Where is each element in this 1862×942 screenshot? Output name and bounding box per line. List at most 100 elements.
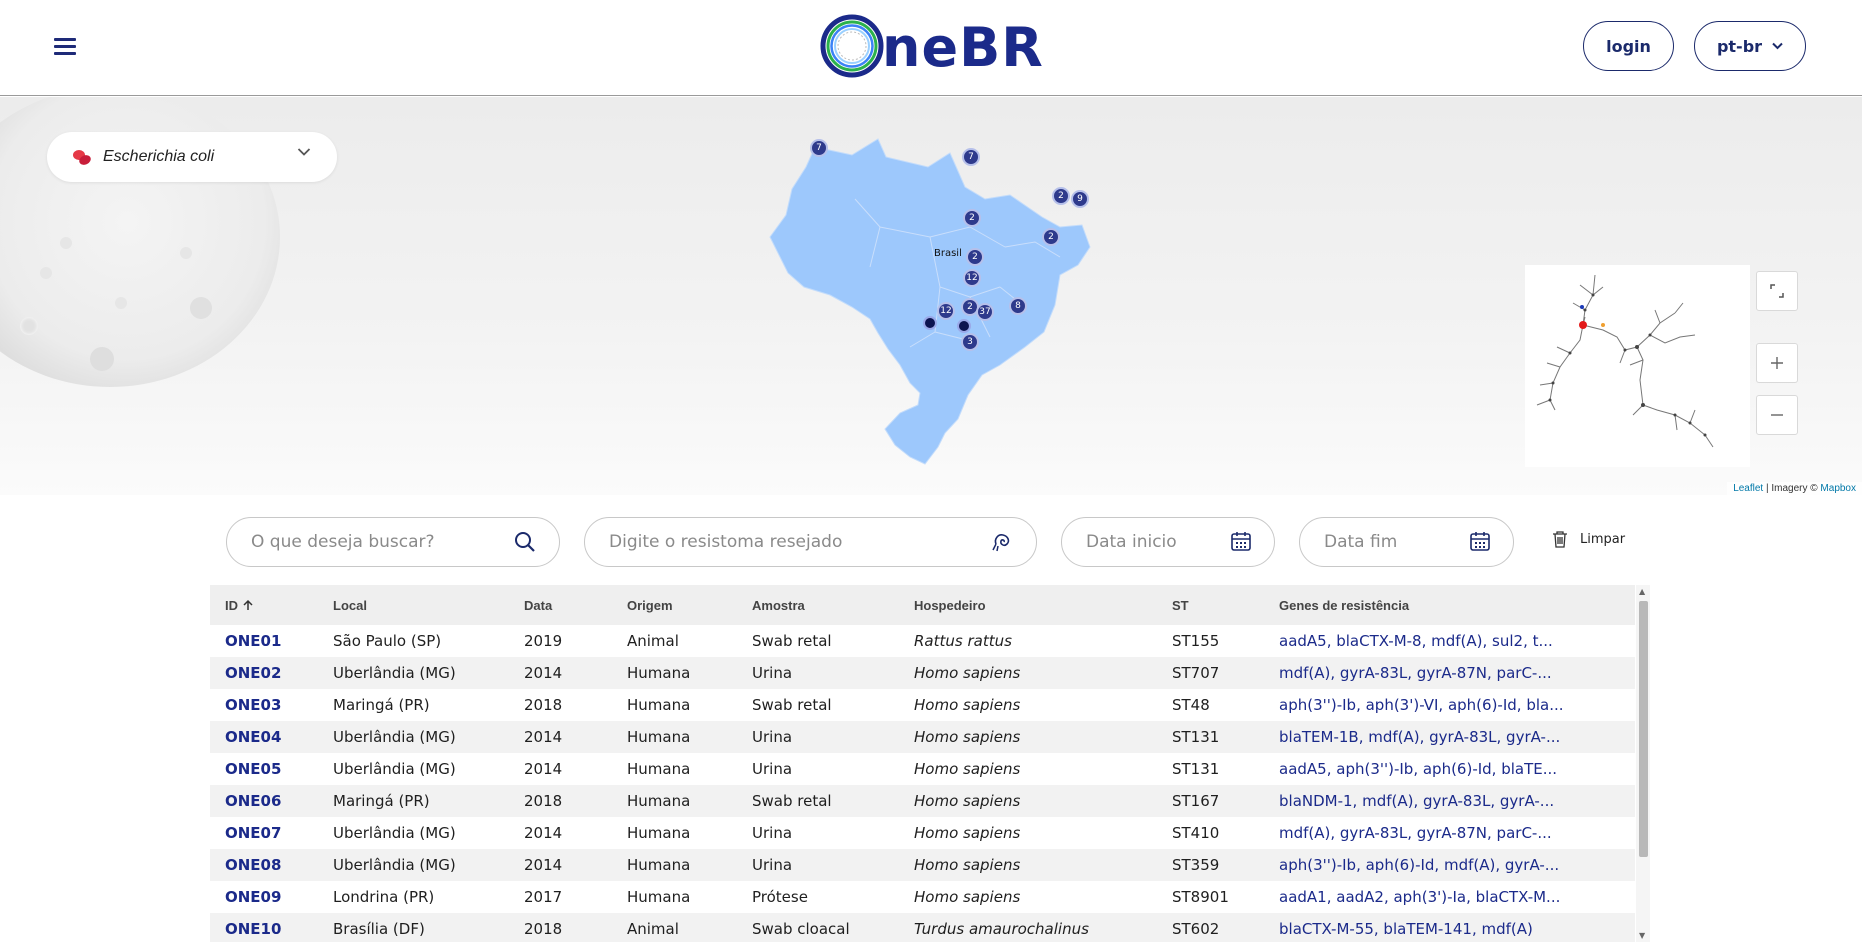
column-header-origem[interactable]: Origem: [627, 598, 673, 613]
cell-genes[interactable]: mdf(A), gyrA-83L, gyrA-87N, parC-...: [1279, 664, 1552, 682]
cell-genes[interactable]: aadA5, aph(3'')-Ib, aph(6)-Id, blaTE...: [1279, 760, 1558, 778]
map-cluster-marker[interactable]: 37: [976, 303, 994, 321]
cell-data: 2014: [524, 824, 563, 842]
date-end-field[interactable]: [1299, 517, 1514, 567]
scroll-down-icon[interactable]: ▼: [1639, 931, 1646, 940]
cell-local: Uberlândia (MG): [333, 824, 456, 842]
calendar-icon[interactable]: [1230, 530, 1252, 552]
map-cluster-marker[interactable]: 7: [962, 148, 980, 166]
cell-genes[interactable]: mdf(A), gyrA-83L, gyrA-87N, parC-...: [1279, 824, 1552, 842]
cell-origem: Animal: [627, 920, 679, 938]
map-view[interactable]: Escherichia coli Brasil 7 7 2 9 2 2 2 12…: [0, 97, 1862, 495]
chevron-down-icon: [297, 148, 311, 156]
scroll-up-icon[interactable]: ▲: [1639, 587, 1646, 596]
table-row[interactable]: ONE05 Uberlândia (MG) 2014 Humana Urina Homo …: [210, 753, 1635, 785]
map-cluster-marker[interactable]: 2: [1042, 228, 1060, 246]
table-row[interactable]: ONE02 Uberlândia (MG) 2014 Humana Urina Homo …: [210, 657, 1635, 689]
cell-genes[interactable]: aph(3'')-Ib, aph(6)-Id, mdf(A), gyrA-...: [1279, 856, 1560, 874]
cell-genes[interactable]: aadA1, aadA2, aph(3')-Ia, blaCTX-M...: [1279, 888, 1561, 906]
cell-genes[interactable]: aadA5, blaCTX-M-8, mdf(A), sul2, t...: [1279, 632, 1553, 650]
map-cluster-marker[interactable]: 12: [963, 269, 981, 287]
cell-id[interactable]: ONE01: [225, 632, 282, 650]
map-cluster-marker[interactable]: 8: [1009, 297, 1027, 315]
cell-amostra: Urina: [752, 664, 793, 682]
map-cluster-marker[interactable]: 12: [937, 302, 955, 320]
cell-id[interactable]: ONE10: [225, 920, 282, 938]
species-select[interactable]: Escherichia coli: [47, 132, 337, 182]
map-cluster-marker[interactable]: 2: [1052, 187, 1070, 205]
zoom-out-button[interactable]: [1756, 395, 1798, 435]
plus-icon: [1771, 357, 1783, 369]
cell-hospedeiro: Homo sapiens: [914, 728, 1021, 746]
table-row[interactable]: ONE06 Maringá (PR) 2018 Humana Swab retal Hom…: [210, 785, 1635, 817]
cell-genes[interactable]: blaCTX-M-55, blaTEM-141, mdf(A): [1279, 920, 1533, 938]
cell-id[interactable]: ONE02: [225, 664, 282, 682]
cell-hospedeiro: Homo sapiens: [914, 760, 1021, 778]
cell-local: Uberlândia (MG): [333, 856, 456, 874]
search-input[interactable]: [249, 531, 497, 553]
cell-id[interactable]: ONE04: [225, 728, 282, 746]
cell-genes[interactable]: blaNDM-1, mdf(A), gyrA-83L, gyrA-...: [1279, 792, 1555, 810]
minus-icon: [1771, 414, 1783, 416]
cell-id[interactable]: ONE06: [225, 792, 282, 810]
column-header-genes[interactable]: Genes de resistência: [1279, 598, 1410, 613]
map-point-marker[interactable]: [923, 316, 937, 330]
login-button[interactable]: login: [1583, 21, 1674, 71]
map-cluster-marker[interactable]: 9: [1071, 190, 1089, 208]
cell-origem: Humana: [627, 824, 691, 842]
cell-amostra: Swab retal: [752, 792, 832, 810]
table-row[interactable]: ONE04 Uberlândia (MG) 2014 Humana Urina Homo …: [210, 721, 1635, 753]
mapbox-link[interactable]: Mapbox: [1820, 483, 1856, 494]
cell-st: ST707: [1172, 664, 1220, 682]
resistome-input[interactable]: [607, 531, 951, 553]
map-cluster-marker[interactable]: 7: [810, 139, 828, 157]
map-cluster-marker[interactable]: 2: [966, 248, 984, 266]
search-icon[interactable]: [513, 530, 537, 554]
date-end-input[interactable]: [1322, 531, 1475, 553]
menu-icon[interactable]: [52, 35, 78, 57]
column-header-hospedeiro[interactable]: Hospedeiro: [914, 598, 986, 613]
table-row[interactable]: ONE09 Londrina (PR) 2017 Humana Prótese Homo …: [210, 881, 1635, 913]
date-start-field[interactable]: [1061, 517, 1275, 567]
search-field[interactable]: [226, 517, 560, 567]
clear-filters-button[interactable]: Limpar: [1552, 530, 1625, 548]
column-header-amostra[interactable]: Amostra: [752, 598, 805, 613]
cell-hospedeiro: Turdus amaurochalinus: [914, 920, 1089, 938]
column-header-id[interactable]: ID: [225, 598, 254, 613]
map-cluster-marker[interactable]: 2: [963, 209, 981, 227]
map-point-marker[interactable]: [957, 319, 971, 333]
date-start-input[interactable]: [1084, 531, 1236, 553]
phylogenetic-tree-panel[interactable]: [1525, 265, 1750, 467]
table-row[interactable]: ONE01 São Paulo (SP) 2019 Animal Swab retal R…: [210, 625, 1635, 657]
column-header-data[interactable]: Data: [524, 598, 553, 613]
leaflet-link[interactable]: Leaflet: [1733, 483, 1764, 494]
scrollbar-thumb[interactable]: [1639, 601, 1648, 857]
calendar-icon[interactable]: [1469, 530, 1491, 552]
sort-ascending-icon[interactable]: [242, 599, 254, 611]
table-row[interactable]: ONE03 Maringá (PR) 2018 Humana Swab retal Hom…: [210, 689, 1635, 721]
cell-id[interactable]: ONE09: [225, 888, 282, 906]
onebr-logo[interactable]: neBR: [820, 12, 1043, 80]
cell-local: Uberlândia (MG): [333, 664, 456, 682]
table-row[interactable]: ONE08 Uberlândia (MG) 2014 Humana Urina Homo …: [210, 849, 1635, 881]
table-header: ID Local Data Origem Amostra Hospedeiro …: [210, 585, 1635, 625]
language-select[interactable]: pt-br: [1694, 21, 1806, 71]
table-scrollbar[interactable]: ▲ ▼: [1636, 585, 1650, 942]
column-header-st[interactable]: ST: [1172, 598, 1189, 613]
cell-id[interactable]: ONE03: [225, 696, 282, 714]
cell-data: 2018: [524, 696, 563, 714]
table-row[interactable]: ONE10 Brasília (DF) 2018 Animal Swab cloacal…: [210, 913, 1635, 942]
zoom-in-button[interactable]: [1756, 343, 1798, 383]
cell-id[interactable]: ONE05: [225, 760, 282, 778]
column-header-local[interactable]: Local: [333, 598, 367, 613]
resistome-field[interactable]: [584, 517, 1037, 567]
fullscreen-button[interactable]: [1756, 271, 1798, 311]
cell-genes[interactable]: aph(3'')-Ib, aph(3')-VI, aph(6)-Id, bla.…: [1279, 696, 1564, 714]
map-cluster-marker[interactable]: 3: [961, 333, 979, 351]
cell-amostra: Swab retal: [752, 696, 832, 714]
cell-id[interactable]: ONE08: [225, 856, 282, 874]
cell-genes[interactable]: blaTEM-1B, mdf(A), gyrA-83L, gyrA-...: [1279, 728, 1561, 746]
cell-id[interactable]: ONE07: [225, 824, 282, 842]
cell-origem: Humana: [627, 760, 691, 778]
table-row[interactable]: ONE07 Uberlândia (MG) 2014 Humana Urina Homo …: [210, 817, 1635, 849]
